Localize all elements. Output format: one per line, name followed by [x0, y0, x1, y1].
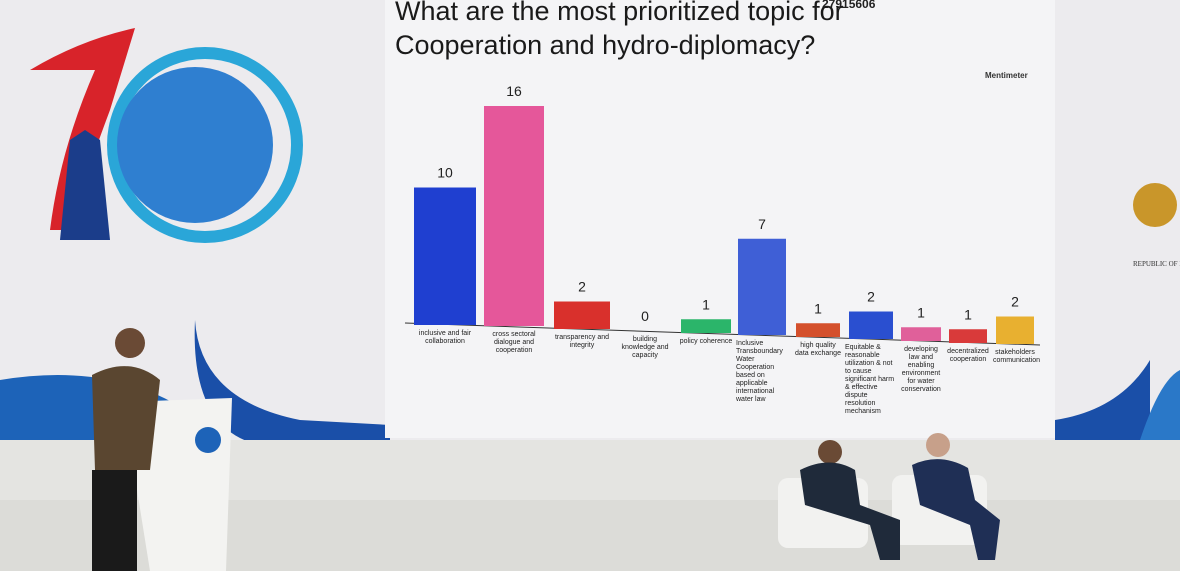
category-label: stakeholders communication: [993, 349, 1041, 364]
emblem-caption: REPUBLIC OF INDO: [1133, 260, 1180, 268]
logo-temple: [60, 130, 110, 240]
bar: [996, 316, 1034, 344]
emblem: [1133, 183, 1177, 227]
value-label: 2: [578, 279, 586, 295]
brand: Mentimeter: [985, 71, 1028, 80]
bar: [484, 106, 544, 326]
value-label: 16: [506, 83, 522, 99]
category-label: inclusive and fair collaboration: [418, 330, 472, 345]
bar: [849, 311, 893, 339]
speaker-body: [92, 366, 160, 470]
wave-curve: [194, 320, 390, 445]
category-label: high quality data exchange: [795, 342, 841, 357]
value-label: 0: [641, 308, 649, 324]
panelist-2-head: [926, 433, 950, 457]
value-label: 1: [702, 296, 710, 312]
logo-one: [30, 28, 135, 230]
value-label: 10: [437, 165, 453, 181]
baseline: [404, 322, 1041, 346]
bar: [554, 301, 610, 329]
category-label: policy coherence: [679, 338, 733, 345]
bar: [901, 327, 941, 341]
speaker-head: [115, 328, 145, 358]
category-label: Inclusive Transboundary Water Cooperatio…: [736, 340, 783, 403]
panelist-2: [912, 459, 1000, 560]
value-label: 1: [917, 304, 925, 320]
value-label: 1: [964, 306, 972, 322]
bar: [949, 329, 987, 343]
value-label: 2: [1011, 294, 1019, 310]
panelist-1-head: [818, 440, 842, 464]
category-label: developing law and enabling environment …: [901, 346, 941, 393]
podium-logo: [195, 427, 221, 453]
chart-title: What are the most prioritized topic for …: [395, 0, 844, 60]
value-label: 1: [814, 300, 822, 316]
bar: [738, 238, 786, 335]
category-label: transparency and integrity: [554, 334, 610, 349]
category-label: cross sectoral dialogue and cooperation: [492, 331, 536, 354]
bar: [681, 319, 731, 333]
category-label: building knowledge and capacity: [621, 336, 669, 359]
wave-right: [1055, 360, 1150, 440]
panelist-1: [800, 462, 900, 560]
wave-right-2: [1140, 370, 1180, 440]
speaker-legs: [92, 470, 137, 571]
value-label: 7: [758, 216, 766, 232]
logo-globe: [117, 67, 273, 223]
category-label: decentralized cooperation: [947, 348, 989, 363]
category-label: Equitable & reasonable utilization & not…: [845, 344, 895, 415]
bar: [414, 187, 476, 325]
value-label: 2: [867, 289, 875, 305]
phone: 27915606: [822, 0, 876, 11]
bar: [796, 323, 840, 337]
logo-ring: [107, 47, 303, 243]
